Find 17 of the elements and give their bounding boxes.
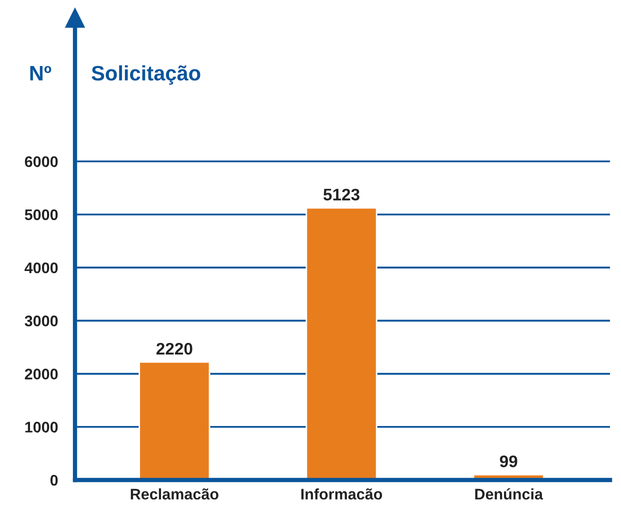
data-label: 5123 — [323, 188, 360, 201]
y-axis-title: Nº — [30, 66, 52, 80]
data-label: 2220 — [156, 342, 192, 355]
x-tick-label: Informacão — [301, 488, 382, 500]
y-tick-label: 5000 — [24, 209, 58, 220]
y-tick-label: 4000 — [24, 262, 58, 274]
bar — [138, 361, 210, 480]
x-tick-label: Denúncia — [475, 488, 544, 500]
bar — [306, 207, 378, 480]
y-tick-label: 1000 — [25, 422, 58, 433]
x-tick-label: Reclamacão — [130, 488, 218, 500]
y-tick-label: 3000 — [24, 316, 58, 326]
data-label: 99 — [500, 455, 518, 468]
y-tick-label: 6000 — [24, 156, 58, 168]
y-tick-label: 2000 — [24, 368, 58, 380]
text: Solicitação — [92, 65, 200, 85]
y-tick-label: 0 — [50, 474, 58, 486]
